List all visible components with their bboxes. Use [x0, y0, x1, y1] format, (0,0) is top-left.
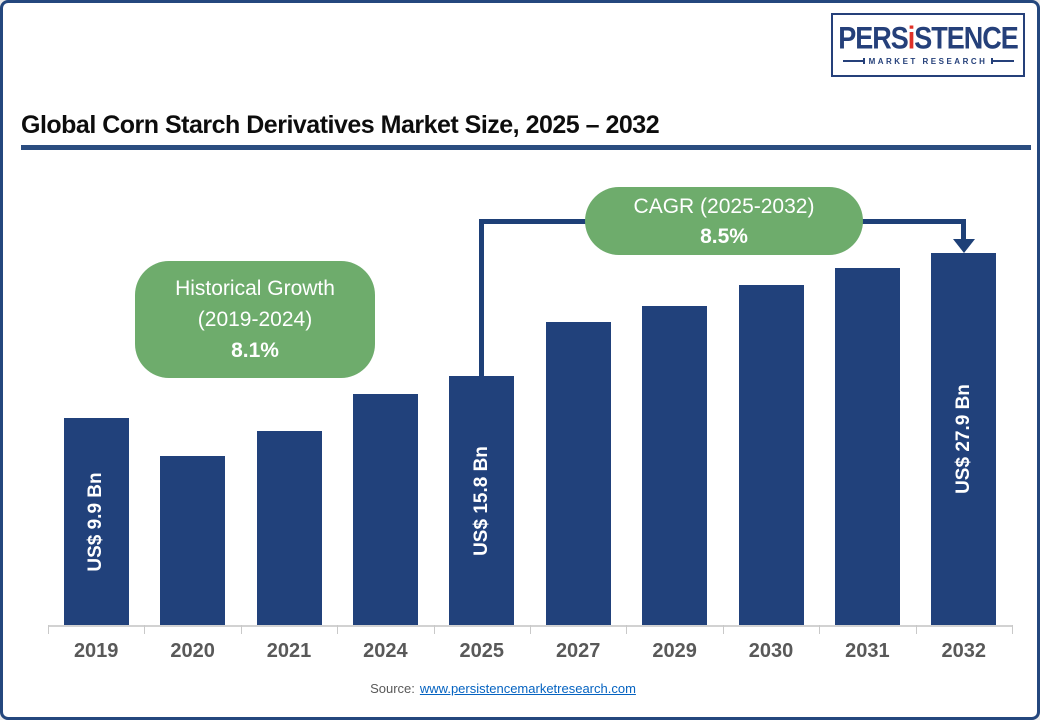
axis-tick: [144, 625, 146, 634]
brand-name: PERSiSTENCE: [838, 19, 1019, 56]
logo-rule-left: [842, 58, 865, 64]
axis-tick: [337, 625, 339, 634]
bar-value-label-2019: US$ 9.9 Bn: [85, 471, 107, 572]
axis-tick: [433, 625, 435, 634]
bar-value-label-2032: US$ 27.9 Bn: [952, 384, 974, 494]
bar-chart: US$ 9.9 Bn 2019 2020 2021 2024 US$ 15.8 Bn 202…: [48, 163, 1013, 662]
brand-logo: PERSiSTENCE MARKET RESEARCH: [831, 13, 1025, 77]
bar-2031: [834, 268, 900, 625]
historical-growth-value: 8.1%: [231, 339, 279, 362]
brand-i-accent: i: [907, 19, 915, 56]
axis-label-2027: 2027: [555, 640, 601, 662]
axis-tick: [48, 625, 49, 634]
cagr-line1: CAGR (2025-2032): [633, 195, 815, 218]
bar-value-label-2025: US$ 15.8 Bn: [470, 445, 492, 556]
cagr-bracket-left-segment: [479, 219, 485, 376]
cagr-value: 8.5%: [700, 225, 748, 248]
cagr-bracket-right-segment: [961, 219, 967, 239]
axis-label-2031: 2031: [845, 640, 890, 662]
axis-tick: [819, 625, 821, 634]
axis-tick: [626, 625, 628, 634]
historical-growth-line2: (2019-2024): [197, 308, 313, 331]
bar-2024: [352, 394, 418, 625]
source-link[interactable]: www.persistencemarketresearch.com: [419, 681, 636, 696]
source-line: Source: www.persistencemarketresearch.com: [3, 681, 1003, 696]
axis-tick: [722, 625, 724, 634]
historical-growth-callout: Historical Growth (2019-2024) 8.1%: [135, 261, 375, 378]
bar-2030: [738, 285, 804, 625]
axis-tick: [530, 625, 531, 634]
bar-2019: US$ 9.9 Bn: [63, 418, 129, 625]
source-prefix: Source:: [370, 681, 415, 696]
logo-rule-right: [991, 58, 1014, 64]
bar-2021: [256, 431, 322, 625]
bar-2025: US$ 15.8 Bn: [449, 376, 515, 625]
axis-label-2024: 2024: [363, 640, 408, 662]
axis-label-2020: 2020: [170, 640, 215, 662]
page-title: Global Corn Starch Derivatives Market Si…: [21, 111, 660, 139]
axis-label-2021: 2021: [266, 640, 312, 662]
bar-2032: US$ 27.9 Bn: [931, 253, 997, 625]
title-divider: [21, 145, 1031, 150]
cagr-arrow-head-icon: [952, 239, 975, 253]
brand-text-pre: PERS: [838, 19, 909, 56]
axis-label-2030: 2030: [748, 640, 794, 662]
historical-growth-line1: Historical Growth: [175, 277, 335, 300]
axis-tick: [915, 625, 917, 634]
axis-label-2029: 2029: [652, 640, 697, 662]
bar-2020: [160, 456, 226, 625]
bar-2029: [642, 306, 708, 625]
brand-subtitle: MARKET RESEARCH: [868, 56, 988, 66]
axis-tick: [240, 625, 242, 634]
axis-label-2032: 2032: [941, 640, 987, 662]
axis-label-2019: 2019: [73, 640, 119, 662]
cagr-callout: CAGR (2025-2032) 8.5%: [585, 187, 863, 255]
bar-2027: [545, 322, 611, 625]
brand-text-post: STENCE: [914, 19, 1019, 56]
axis-label-2025: 2025: [459, 640, 505, 662]
brand-subtitle-row: MARKET RESEARCH: [842, 56, 1014, 66]
axis-tick: [1012, 625, 1013, 634]
